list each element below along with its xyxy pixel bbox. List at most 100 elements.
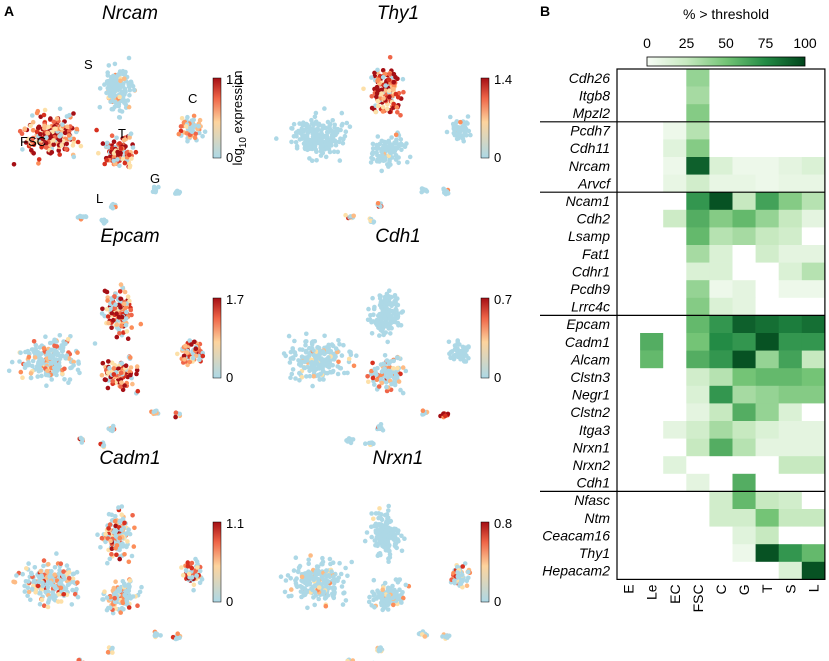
umap-point — [52, 565, 58, 570]
umap-point — [305, 605, 310, 611]
heatmap-cell — [755, 385, 779, 404]
umap-point — [66, 128, 72, 134]
heatmap-cell — [755, 192, 779, 211]
umap-point — [123, 316, 129, 321]
heatmap-cell — [801, 333, 826, 351]
umap-point — [100, 597, 106, 602]
heatmap-cell — [686, 456, 710, 475]
heatmap-cell — [640, 333, 664, 351]
umap-point — [112, 61, 118, 67]
heatmap-cell — [732, 385, 756, 404]
umap-point — [40, 136, 45, 141]
umap-point — [325, 119, 331, 125]
umap-point — [100, 306, 105, 312]
umap-point — [371, 577, 377, 583]
umap-point — [189, 129, 195, 134]
heatmap-cell — [732, 139, 756, 158]
umap-point — [117, 108, 123, 113]
umap-point — [118, 384, 123, 389]
umap-point — [109, 546, 115, 551]
umap-point — [103, 531, 108, 537]
row-label-cdh26: Cdh26 — [569, 70, 610, 86]
umap-point — [446, 339, 452, 345]
umap-point — [31, 128, 36, 133]
umap-point — [327, 123, 332, 128]
heatmap-cell — [709, 297, 733, 316]
heatmap-cell — [686, 473, 710, 492]
umap-point — [289, 139, 294, 145]
umap-point — [368, 160, 374, 165]
umap-point — [291, 121, 297, 127]
heatmap-cell — [778, 403, 803, 422]
heatmap-cell — [709, 121, 733, 140]
umap-point — [39, 361, 44, 366]
row-label-alcam: Alcam — [570, 351, 610, 367]
umap-point — [369, 511, 374, 516]
umap-point — [461, 347, 467, 353]
umap-point — [9, 359, 15, 365]
umap-point — [377, 506, 382, 511]
heatmap-cell — [709, 192, 733, 211]
umap-point — [311, 367, 316, 373]
heatmap-cell — [801, 526, 826, 545]
row-label-mpzl2: Mpzl2 — [573, 105, 611, 121]
umap-point — [36, 157, 42, 162]
umap-point — [104, 140, 110, 146]
umap-point — [189, 565, 195, 571]
heatmap-cell — [640, 491, 664, 510]
umap-point — [173, 410, 179, 415]
umap-point — [41, 603, 47, 608]
umap-point — [309, 158, 315, 163]
umap-points — [278, 503, 473, 661]
umap-point — [312, 602, 317, 608]
heatmap-cell — [755, 473, 779, 492]
umap-point — [111, 139, 117, 144]
umap-point — [460, 564, 465, 569]
umap-point — [343, 212, 348, 218]
umap-point — [123, 322, 129, 328]
umap-point — [369, 75, 374, 80]
umap-point — [68, 365, 73, 371]
umap-point — [128, 131, 134, 136]
umap-point — [372, 605, 377, 610]
row-label-cdh2: Cdh2 — [577, 211, 611, 227]
umap-point — [307, 575, 313, 581]
umap-point — [311, 352, 317, 358]
umap-point — [175, 190, 180, 195]
umap-point — [378, 327, 384, 333]
umap-point — [36, 124, 42, 130]
umap-point — [193, 556, 198, 562]
umap-point — [321, 589, 327, 595]
umap-point — [66, 133, 72, 138]
umap-point — [323, 154, 329, 160]
umap-point — [399, 533, 404, 539]
umap-point — [130, 145, 136, 150]
cluster-label-s: S — [84, 57, 93, 72]
heatmap-cell — [663, 350, 687, 369]
umap-point — [333, 139, 339, 144]
umap-point — [328, 561, 333, 567]
heatmap-cell — [709, 86, 733, 105]
heatmap-cell — [640, 456, 664, 475]
umap-point — [96, 150, 101, 156]
umap-point — [114, 135, 119, 141]
umap-point — [370, 441, 375, 446]
heatmap-cell — [801, 368, 826, 387]
umap-point — [369, 319, 374, 325]
umap-point — [43, 589, 48, 595]
umap-point — [98, 545, 103, 550]
umap-point — [321, 377, 326, 382]
heatmap-cell — [709, 509, 733, 527]
column-label-ec: EC — [667, 584, 683, 603]
umap-point — [32, 565, 38, 570]
umap-point — [26, 354, 32, 360]
umap-point — [376, 594, 381, 599]
umap-point — [191, 582, 197, 588]
heatmap-cell — [709, 315, 733, 334]
umap-point — [105, 649, 111, 655]
umap-point — [41, 346, 47, 351]
umap-point — [378, 300, 384, 306]
umap-point — [393, 541, 399, 546]
umap-point — [297, 370, 302, 376]
umap-point — [311, 121, 317, 126]
